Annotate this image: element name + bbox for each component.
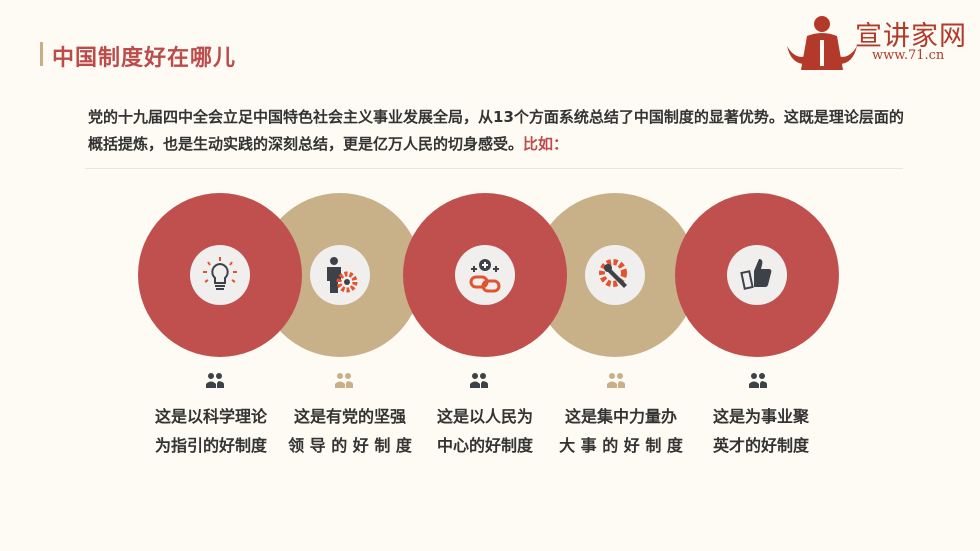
people-icon (607, 373, 625, 388)
caption-item-3: 这是以人民为 中心的好制度 (436, 407, 533, 455)
circle-item-2 (258, 193, 422, 357)
logo-text: 宣讲家网 (855, 21, 967, 52)
people-icon (335, 373, 353, 388)
gear-wrench-icon (599, 259, 627, 288)
caption-item-2: 这是有党的坚强领 导 的 好 制 度 (288, 407, 412, 455)
title-accent-bar (40, 42, 43, 66)
businessman-gear-icon (327, 257, 358, 293)
intro-paragraph: 党的十九届四中全会立足中国特色社会主义事业发展全局，从13个方面系统总结了中国制… (88, 108, 904, 153)
circle-item-1 (138, 193, 302, 357)
circle-item-3 (403, 193, 567, 357)
people-icon (749, 373, 767, 388)
caption-item-1: 这是以科学理论 为指引的好制度 (154, 407, 267, 455)
intro-highlight: 比如： (523, 135, 569, 153)
caption-item-4: 这是集中力量办大 事 的 好 制 度 (559, 407, 683, 455)
people-icon (206, 373, 224, 388)
divider (85, 168, 903, 169)
circle-item-5 (675, 193, 839, 357)
caption-item-5: 这是为事业聚 英才的好制度 (712, 407, 809, 455)
page-title: 中国制度好在哪儿 (52, 46, 237, 71)
thumbs-up-icon (740, 259, 772, 290)
logo-url: www.71.cn (872, 48, 945, 63)
people-icon (470, 373, 488, 388)
logo-speaker-icon (787, 16, 857, 70)
lightbulb-icon (203, 257, 237, 290)
link-plus-icon (469, 259, 501, 293)
